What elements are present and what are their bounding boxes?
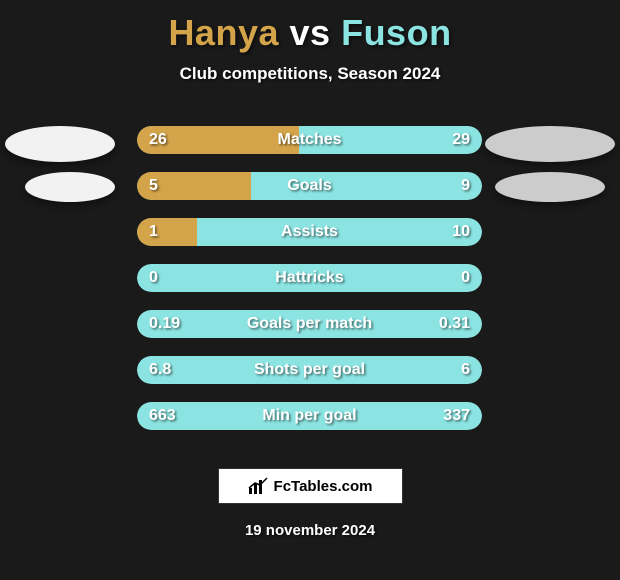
stat-value-player2: 6 [461, 356, 470, 384]
stat-row: 26Matches29 [137, 126, 482, 154]
brand-text: FcTables.com [274, 478, 373, 495]
stat-row: 6.8Shots per goal6 [137, 356, 482, 384]
stat-value-player2: 10 [452, 218, 470, 246]
stat-value-player2: 9 [461, 172, 470, 200]
team-logo-placeholder [25, 172, 115, 202]
brand-icon [248, 477, 268, 495]
team-logo-placeholder [5, 126, 115, 162]
stat-value-player2: 337 [443, 402, 470, 430]
stat-value-player2: 0.31 [439, 310, 470, 338]
stat-row: 1Assists10 [137, 218, 482, 246]
stat-label: Hattricks [137, 264, 482, 292]
player2-name: Fuson [341, 12, 451, 53]
stat-value-player2: 29 [452, 126, 470, 154]
subtitle: Club competitions, Season 2024 [0, 64, 620, 84]
stat-label: Min per goal [137, 402, 482, 430]
player1-name: Hanya [168, 12, 279, 53]
stat-label: Matches [137, 126, 482, 154]
stat-row: 0Hattricks0 [137, 264, 482, 292]
team-logo-placeholder [485, 126, 615, 162]
bars-container: 26Matches295Goals91Assists100Hattricks00… [137, 126, 482, 448]
stat-label: Goals [137, 172, 482, 200]
stat-label: Goals per match [137, 310, 482, 338]
stat-label: Shots per goal [137, 356, 482, 384]
stat-label: Assists [137, 218, 482, 246]
stat-row: 5Goals9 [137, 172, 482, 200]
footer-date: 19 november 2024 [0, 522, 620, 539]
comparison-title: Hanya vs Fuson [0, 0, 620, 54]
stat-row: 0.19Goals per match0.31 [137, 310, 482, 338]
team-logo-placeholder [495, 172, 605, 202]
brand-badge: FcTables.com [218, 468, 403, 504]
stat-row: 663Min per goal337 [137, 402, 482, 430]
vs-text: vs [290, 12, 331, 53]
stat-value-player2: 0 [461, 264, 470, 292]
stats-area: 26Matches295Goals91Assists100Hattricks00… [0, 126, 620, 446]
